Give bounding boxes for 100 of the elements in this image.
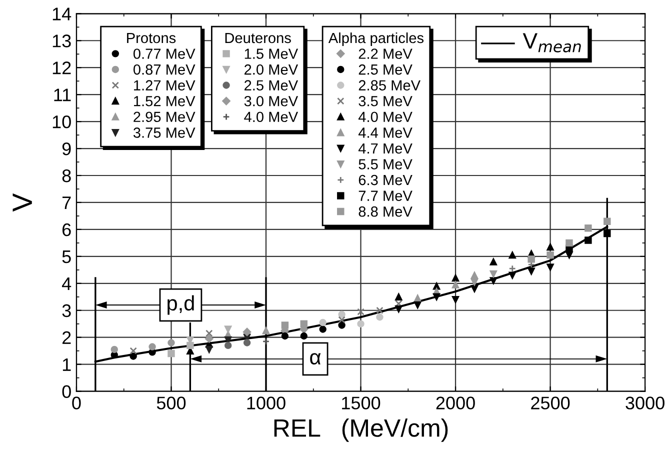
point (110, 346, 118, 354)
legend-label: V$_{mean}$ (522, 33, 581, 52)
point (338, 322, 346, 329)
legend-label: 2.5 MeV (244, 80, 298, 90)
point (300, 332, 308, 340)
point (168, 350, 175, 358)
legend-label: 2.85 MeV (358, 80, 420, 90)
point (546, 251, 554, 259)
point (376, 306, 384, 314)
point (546, 264, 554, 271)
annotation: p,d (168, 295, 194, 315)
legend-title: Protons (127, 32, 176, 44)
y-tick-label: 5 (62, 250, 71, 264)
x-tick-label: 0 (72, 396, 81, 410)
legend-label: 3.75 MeV (133, 128, 196, 138)
point (224, 342, 232, 350)
point (357, 320, 364, 328)
point (300, 320, 308, 328)
annotation: α (310, 353, 321, 365)
y-axis-title: V (12, 193, 32, 212)
legend-label: 1.27 MeV (134, 80, 196, 90)
y-tick-label: 2 (62, 331, 71, 344)
y-tick-label: 13 (52, 34, 71, 48)
point (584, 236, 592, 244)
point (546, 243, 554, 251)
legend-title: Alpha particles (328, 32, 424, 46)
point (566, 251, 573, 259)
point (470, 278, 478, 286)
y-tick-label: 11 (54, 88, 71, 102)
point (414, 301, 422, 309)
x-axis-title: REL (MeV/cm) (274, 418, 448, 442)
point (262, 338, 270, 346)
y-tick-label: 9 (62, 142, 71, 156)
point (528, 268, 535, 275)
legend-label: 2.0 MeV (244, 64, 298, 75)
y-tick-label: 14 (52, 8, 72, 20)
point (452, 281, 460, 288)
x-tick-label: 2000 (436, 396, 475, 410)
legend-label: 3.0 MeV (244, 96, 298, 106)
legend-label: 1.52 MeV (134, 96, 196, 106)
point (148, 343, 156, 350)
point (414, 294, 422, 302)
point (130, 347, 137, 354)
y-tick-label: 7 (62, 196, 71, 210)
y-tick-label: 6 (62, 223, 71, 236)
point (281, 332, 289, 340)
point (508, 272, 516, 279)
point (584, 224, 592, 232)
y-tick-label: 1 (62, 358, 71, 371)
point (281, 322, 289, 329)
point (357, 308, 364, 316)
point (508, 264, 516, 272)
legend-label: 0.77 MeV (133, 48, 196, 59)
y-tick-label: 3 (62, 304, 71, 318)
point (452, 274, 460, 282)
legend-label: 4.0 MeV (244, 112, 298, 122)
point (206, 330, 213, 337)
point (490, 270, 498, 278)
point (376, 314, 384, 321)
point (186, 342, 194, 350)
point (395, 305, 402, 313)
legend-label: 4.4 MeV (358, 128, 412, 138)
legend-label: 2.2 MeV (358, 48, 412, 59)
y-tick-label: 8 (62, 169, 71, 182)
point (319, 318, 326, 326)
legend-label: 2.5 MeV (358, 64, 412, 75)
legend-label: 2.95 MeV (134, 112, 196, 122)
x-tick-label: 2500 (531, 396, 570, 410)
legend-label: 8.8 MeV (358, 206, 412, 217)
point (490, 277, 498, 284)
point (243, 339, 251, 346)
point (604, 218, 611, 225)
point (224, 326, 232, 333)
point (508, 251, 516, 259)
legend-label: 4.7 MeV (358, 143, 412, 154)
x-tick-label: 1500 (342, 396, 380, 410)
point (432, 293, 440, 300)
point (470, 272, 478, 279)
y-tick-label: 10 (52, 115, 71, 128)
legend-label: 1.5 MeV (244, 48, 298, 59)
legend-title: Deuterons (225, 32, 291, 44)
x-tick-label: 3000 (626, 396, 664, 410)
point (130, 352, 137, 360)
point (262, 326, 270, 334)
point (205, 334, 214, 343)
x-tick-label: 1000 (247, 396, 286, 410)
point (338, 310, 346, 318)
legend-label: 3.5 MeV (358, 96, 412, 106)
point (470, 285, 478, 292)
point (168, 339, 175, 346)
legend-label: 5.5 MeV (358, 159, 412, 170)
point (338, 316, 346, 324)
y-tick-label: 0 (62, 385, 71, 398)
y-tick-label: 4 (62, 278, 72, 290)
point (566, 239, 573, 247)
y-tick-label: 12 (52, 62, 71, 74)
point (432, 282, 440, 290)
legend-label: 6.3 MeV (358, 174, 412, 186)
point (319, 326, 326, 333)
legend-label: 4.0 MeV (358, 112, 412, 122)
